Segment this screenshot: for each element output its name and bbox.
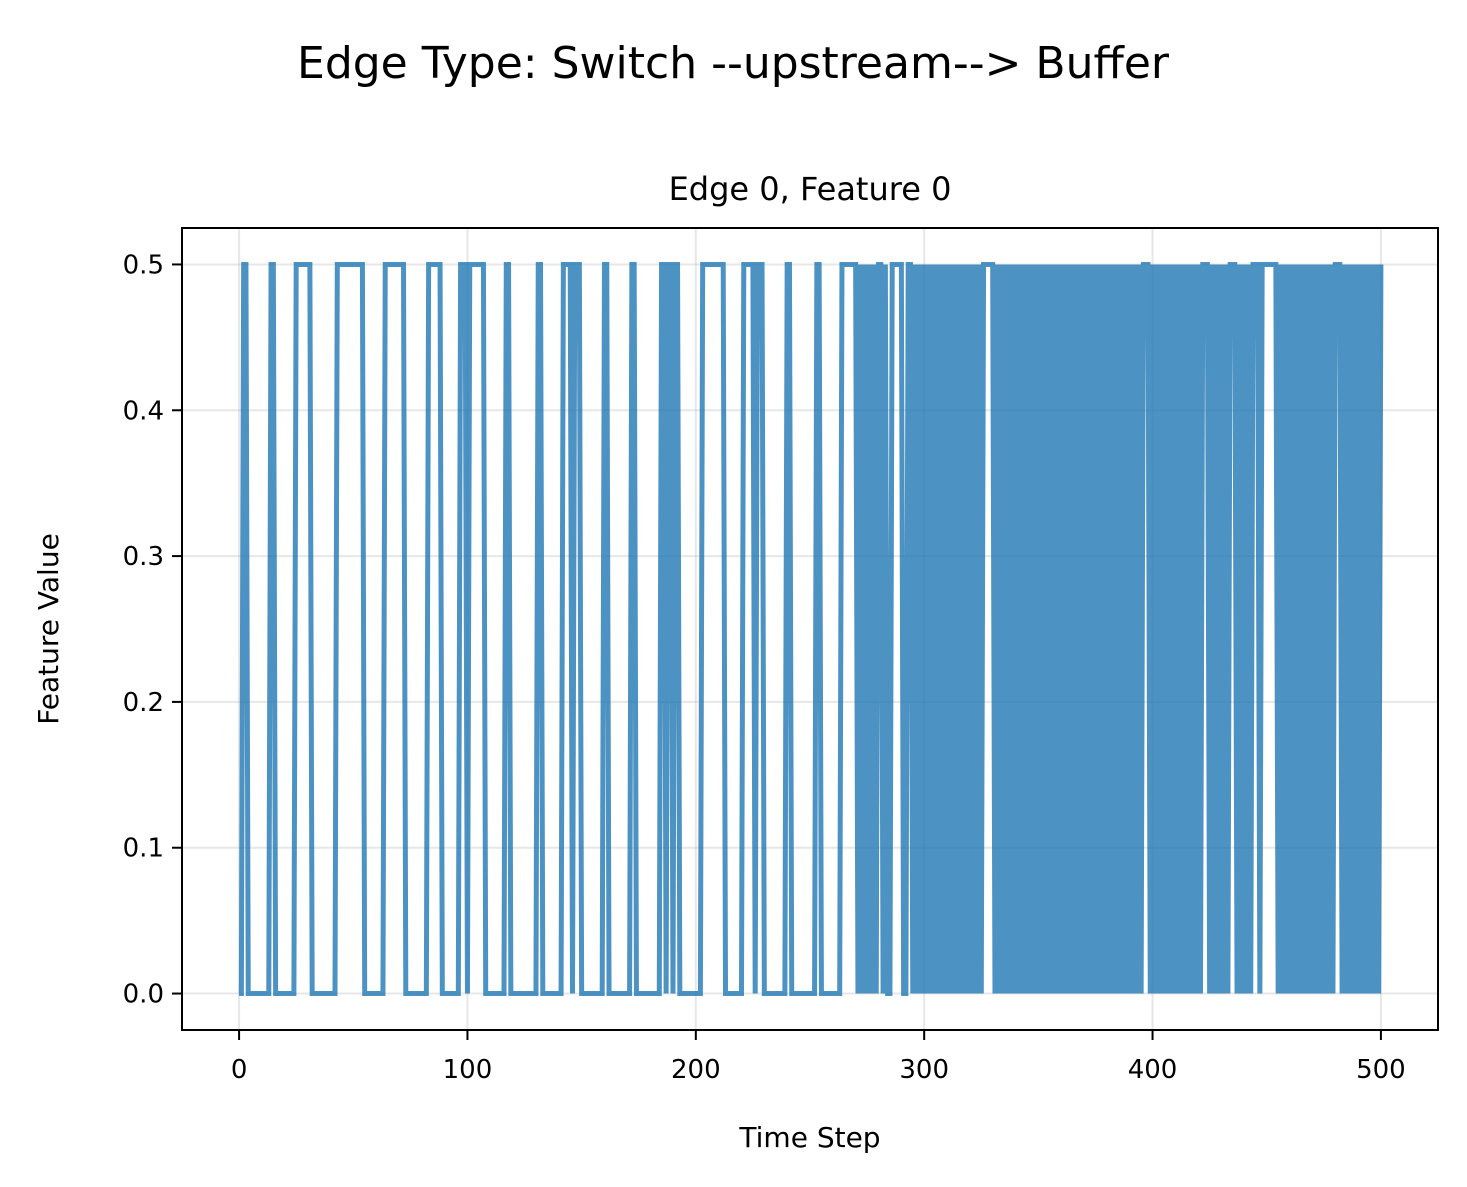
x-tick-label: 0	[231, 1055, 248, 1085]
y-axis-label: Feature Value	[32, 533, 65, 725]
x-tick-label: 400	[1128, 1055, 1178, 1085]
y-tick-label: 0.0	[123, 980, 164, 1010]
y-tick-label: 0.3	[123, 542, 164, 572]
x-axis-label: Time Step	[738, 1121, 880, 1154]
y-tick-label: 0.5	[123, 250, 164, 280]
series-group	[238, 261, 1384, 997]
figure-suptitle: Edge Type: Switch --upstream--> Buffer	[297, 38, 1170, 89]
x-axis-ticks: 0 100 200 300 400 500	[231, 1030, 1406, 1085]
x-tick-label: 500	[1356, 1055, 1406, 1085]
chart-title: Edge 0, Feature 0	[669, 170, 952, 208]
x-tick-label: 300	[899, 1055, 949, 1085]
y-axis-ticks: 0.0 0.1 0.2 0.3 0.4 0.5	[123, 250, 182, 1010]
series-line-0	[238, 261, 1384, 997]
y-tick-label: 0.1	[123, 834, 164, 864]
x-tick-label: 200	[671, 1055, 721, 1085]
y-tick-label: 0.2	[123, 688, 164, 718]
axes-frame	[181, 227, 1439, 1031]
x-tick-label: 100	[443, 1055, 493, 1085]
y-tick-label: 0.4	[123, 396, 164, 426]
